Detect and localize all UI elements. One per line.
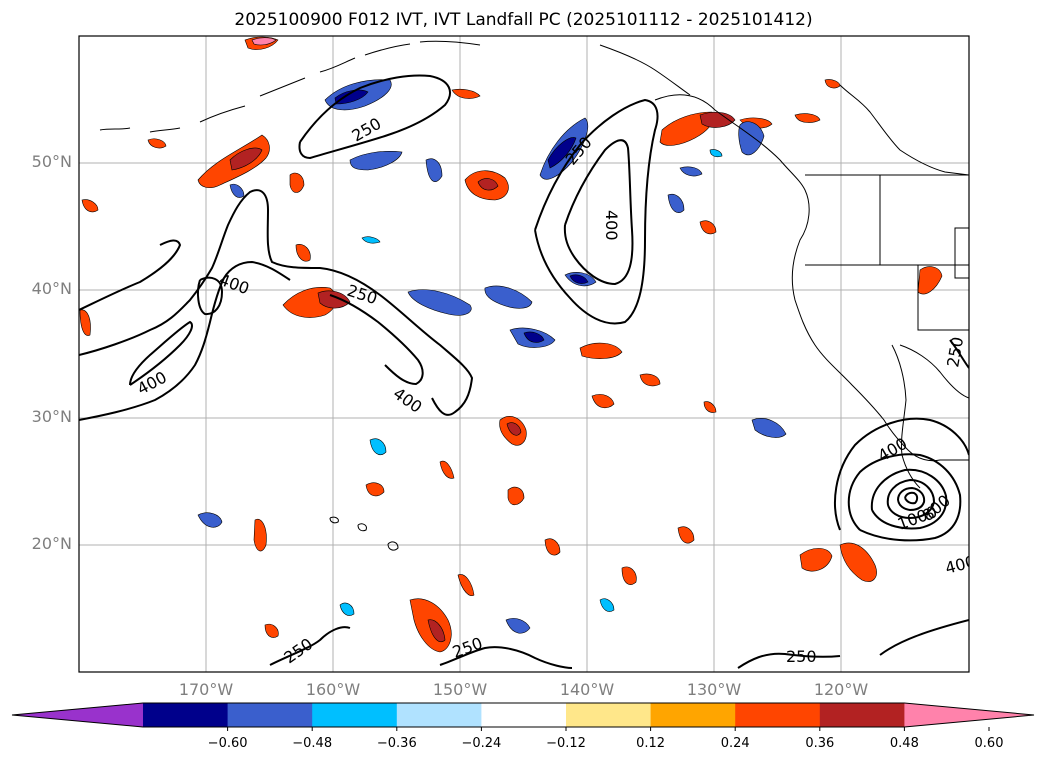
lon-label: 160°W (305, 680, 361, 699)
colorbar-extend-high (904, 703, 1034, 727)
colorbar-segment (143, 703, 229, 727)
colorbar-tick-label: −0.12 (546, 736, 586, 751)
positive-ivt-anomalies (79, 36, 943, 653)
colorbar-segment (735, 703, 821, 727)
colorbar-segment (227, 703, 313, 727)
colorbar-segment (396, 703, 482, 727)
lat-label: 50°N (31, 152, 72, 171)
colorbar-extend-low (12, 703, 143, 727)
colorbar-tick-label: 0.60 (974, 736, 1004, 751)
colorbar-outline (11, 702, 1035, 728)
contour-label: 250 (786, 647, 817, 666)
colorbar-segment (566, 703, 652, 727)
lat-label: 40°N (31, 279, 72, 298)
lon-label: 140°W (559, 680, 615, 699)
colorbar-segment (819, 703, 905, 727)
lat-label: 20°N (31, 534, 72, 553)
colorbar-tick-label: 0.36 (805, 736, 835, 751)
colorbar-segment (481, 703, 567, 727)
map-frame (78, 35, 970, 673)
negative-ivt-anomalies (197, 79, 787, 634)
colorbar-tick-label: 0.24 (720, 736, 750, 751)
colorbar-tick-label: 0.12 (636, 736, 666, 751)
colorbar-tick-label: −0.48 (292, 736, 333, 751)
colorbar-tick-label: −0.24 (461, 736, 502, 751)
lon-label: 120°W (813, 680, 869, 699)
colorbar-segment (650, 703, 736, 727)
colorbar-tick-label: −0.36 (376, 736, 417, 751)
lat-label: 30°N (31, 407, 72, 426)
contour-label: 400 (602, 210, 621, 241)
lon-label: 150°W (432, 680, 488, 699)
gridlines (79, 36, 969, 672)
map-title: 2025100900 F012 IVT, IVT Landfall PC (20… (234, 10, 813, 30)
lon-label: 130°W (686, 680, 742, 699)
lon-label: 170°W (178, 680, 234, 699)
coastlines (99, 40, 969, 551)
colorbar-tick-label: −0.60 (207, 736, 248, 751)
colorbar-tick-label: 0.48 (889, 736, 919, 751)
ivt-contours (79, 74, 969, 669)
colorbar-segment (312, 703, 398, 727)
